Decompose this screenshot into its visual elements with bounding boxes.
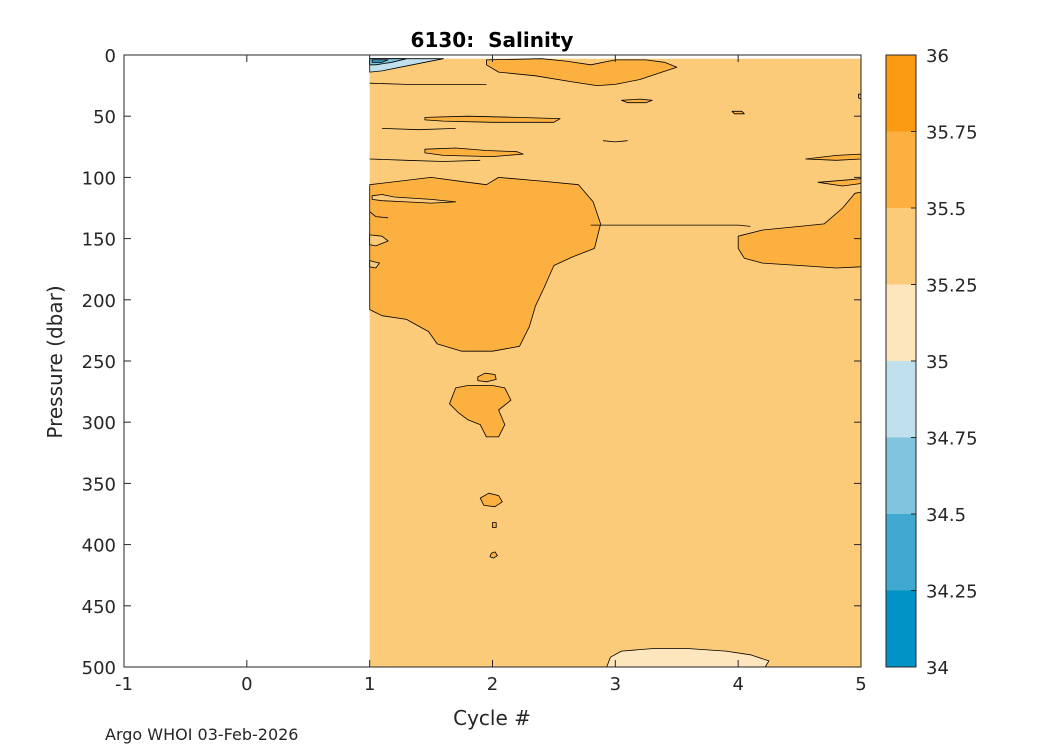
colorbar-tick-label: 34.25 — [926, 582, 978, 603]
contour-line — [381, 128, 456, 131]
contour-region — [369, 260, 380, 269]
colorbar-swatch — [886, 208, 916, 285]
contour-region — [369, 176, 601, 352]
x-tick-label: 3 — [610, 674, 621, 695]
contour-line — [369, 82, 487, 85]
contour-plot: -1 0 1 2 3 4 5 0 50 100 150 200 250 300 350 400 450 500 — [82, 46, 867, 695]
contour-region — [606, 648, 770, 668]
x-tick-label: 2 — [487, 674, 498, 695]
contour-region — [449, 385, 512, 438]
contour-region — [621, 98, 653, 104]
contour-region — [485, 58, 678, 86]
contour-line — [590, 224, 751, 227]
x-tick-label: 1 — [364, 674, 375, 695]
colorbar: 34 34.25 34.5 34.75 35 35.25 35.5 35.75 36 — [885, 46, 978, 679]
colorbar-swatch — [886, 55, 916, 132]
x-axis-label: Cycle # — [453, 706, 531, 730]
colorbar-tick-label: 35 — [926, 352, 949, 373]
contour-region — [479, 492, 503, 508]
chart-title: 6130: Salinity — [411, 28, 574, 52]
y-tick-label: 100 — [82, 168, 116, 189]
colorbar-swatch — [886, 361, 916, 438]
contour-line — [602, 140, 628, 143]
contour-region — [477, 372, 497, 383]
y-tick-label: 400 — [82, 536, 116, 557]
y-tick-label: 200 — [82, 291, 116, 312]
x-tick-label: 0 — [241, 674, 252, 695]
y-tick-label: 150 — [82, 230, 116, 251]
contour-line — [369, 158, 481, 162]
y-tick-label: 300 — [82, 413, 116, 434]
contour-line — [369, 211, 389, 219]
contour-region — [371, 194, 457, 204]
colorbar-tick-label: 35.5 — [926, 199, 966, 220]
x-tick-label: -1 — [115, 674, 133, 695]
x-tick-label: 4 — [732, 674, 743, 695]
colorbar-tick-label: 36 — [926, 46, 949, 67]
colorbar-swatch — [886, 514, 916, 591]
colorbar-ticks: 34 34.25 34.5 34.75 35 35.25 35.5 35.75 36 — [911, 46, 978, 679]
colorbar-tick-label: 34.5 — [926, 505, 966, 526]
contour-region — [424, 147, 524, 158]
contour-region — [424, 115, 561, 123]
contour-lines — [369, 82, 751, 227]
y-axis: 0 50 100 150 200 250 300 350 400 450 500 — [82, 46, 861, 679]
colorbar-swatch — [886, 437, 916, 514]
y-tick-label: 450 — [82, 597, 116, 618]
colorbar-tick-label: 35.75 — [926, 123, 978, 144]
colorbar-swatch — [886, 590, 916, 667]
contour-region — [371, 59, 389, 63]
colorbar-tick-label: 34 — [926, 658, 949, 679]
footer-credit: Argo WHOI 03-Feb-2026 — [105, 725, 299, 744]
colorbar-tick-label: 34.75 — [926, 429, 978, 450]
x-axis: -1 0 1 2 3 4 5 — [115, 55, 867, 695]
contour-region — [369, 234, 389, 247]
y-tick-label: 500 — [82, 658, 116, 679]
contour-region — [489, 551, 498, 559]
colorbar-swatches — [886, 55, 916, 667]
y-tick-label: 350 — [82, 474, 116, 495]
y-tick-label: 50 — [93, 107, 116, 128]
x-tick-label: 5 — [855, 674, 866, 695]
y-tick-label: 0 — [105, 46, 116, 67]
y-axis-label: Pressure (dbar) — [43, 285, 67, 438]
contour-fills — [369, 58, 862, 668]
colorbar-swatch — [886, 284, 916, 361]
contour-region — [731, 110, 745, 115]
colorbar-tick-label: 35.25 — [926, 276, 978, 297]
salinity-field — [369, 58, 861, 668]
colorbar-swatch — [886, 131, 916, 208]
y-tick-label: 250 — [82, 352, 116, 373]
contour-region — [492, 522, 497, 528]
